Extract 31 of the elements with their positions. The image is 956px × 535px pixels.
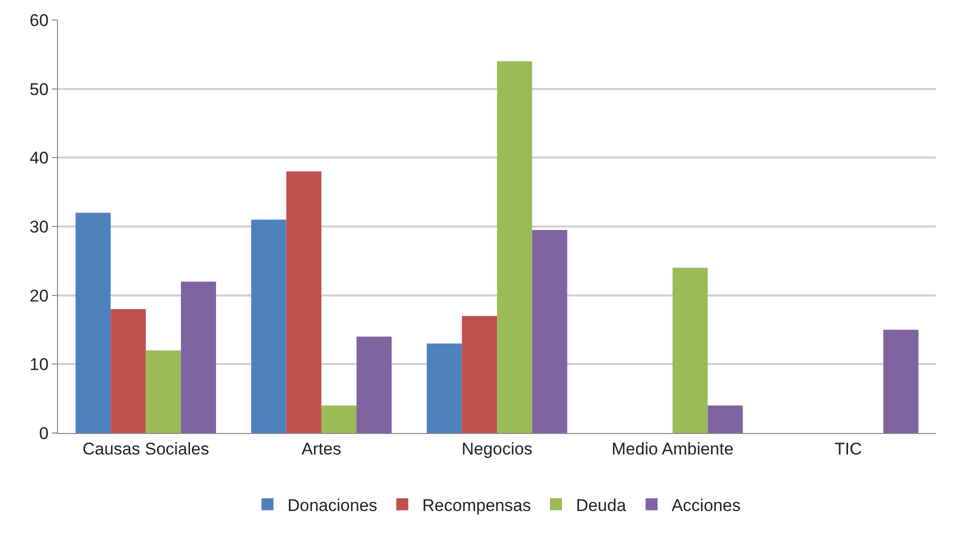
y-tick-label: 30 xyxy=(30,217,49,236)
bar xyxy=(883,330,918,433)
bar xyxy=(321,405,357,433)
y-tick-label: 10 xyxy=(30,355,49,374)
bar xyxy=(672,268,708,433)
bar xyxy=(146,350,181,433)
x-tick-label: TIC xyxy=(834,439,862,458)
bar xyxy=(76,212,111,433)
y-tick-label: 50 xyxy=(30,80,49,99)
bar xyxy=(497,61,532,433)
x-tick-label: Negocios xyxy=(462,439,532,458)
legend-label: Deuda xyxy=(576,496,627,515)
y-tick-label: 20 xyxy=(30,286,49,306)
y-tick-label: 60 xyxy=(30,10,49,30)
bar xyxy=(356,336,392,433)
y-tick-label: 0 xyxy=(39,424,49,443)
legend-label: Donaciones xyxy=(288,496,378,515)
legend-label: Recompensas xyxy=(422,496,531,515)
bar xyxy=(180,282,216,433)
bar xyxy=(426,344,462,433)
bar xyxy=(286,171,322,433)
bar xyxy=(462,316,497,433)
x-tick-label: Medio Ambiente xyxy=(612,439,734,458)
bar xyxy=(532,230,568,433)
bar xyxy=(708,405,743,433)
y-tick-label: 40 xyxy=(30,148,49,168)
bar xyxy=(251,220,286,433)
legend-label: Acciones xyxy=(672,496,741,515)
x-tick-label: Causas Sociales xyxy=(82,439,210,458)
bar xyxy=(110,309,146,433)
x-tick-label: Artes xyxy=(302,439,342,458)
